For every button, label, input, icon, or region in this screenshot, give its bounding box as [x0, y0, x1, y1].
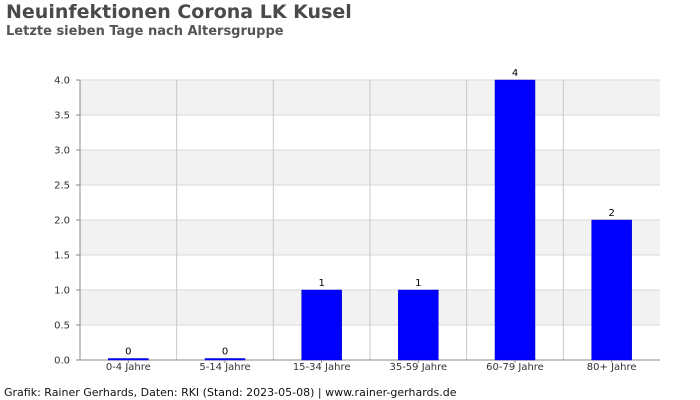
y-tick-label: 1.0	[54, 286, 70, 297]
bar	[591, 219, 632, 361]
bar-data-label: 4	[512, 68, 518, 79]
x-tick-label: 15-34 Jahre	[293, 362, 351, 373]
y-tick-label: 0.5	[54, 321, 70, 332]
chart-footer: Grafik: Rainer Gerhards, Daten: RKI (Sta…	[4, 386, 457, 399]
bar	[204, 358, 246, 361]
chart-title: Neuinfektionen Corona LK Kusel	[6, 1, 352, 23]
bar-data-label: 0	[125, 347, 131, 358]
bar	[494, 79, 536, 361]
bar-data-label: 1	[318, 278, 324, 289]
x-tick-label: 5-14 Jahre	[199, 362, 250, 373]
y-tick-label: 3.0	[54, 146, 70, 157]
bar	[108, 358, 149, 361]
chart-subtitle: Letzte sieben Tage nach Altersgruppe	[6, 24, 284, 39]
y-tick-label: 0.0	[54, 356, 70, 367]
bar	[301, 289, 342, 361]
y-tick-label: 4.0	[54, 76, 70, 87]
x-tick-label: 80+ Jahre	[587, 362, 637, 373]
x-tick-label: 60-79 Jahre	[486, 362, 544, 373]
bar-data-label: 1	[415, 278, 421, 289]
x-tick-label: 35-59 Jahre	[389, 362, 447, 373]
y-tick-label: 2.0	[54, 216, 70, 227]
x-tick-label: 0-4 Jahre	[106, 362, 151, 373]
y-tick-label: 2.5	[54, 181, 70, 192]
bar-data-label: 2	[608, 208, 614, 219]
bar	[398, 289, 439, 361]
y-tick-label: 1.5	[54, 251, 70, 262]
y-tick-label: 3.5	[54, 111, 70, 122]
bar-data-label: 0	[222, 347, 228, 358]
